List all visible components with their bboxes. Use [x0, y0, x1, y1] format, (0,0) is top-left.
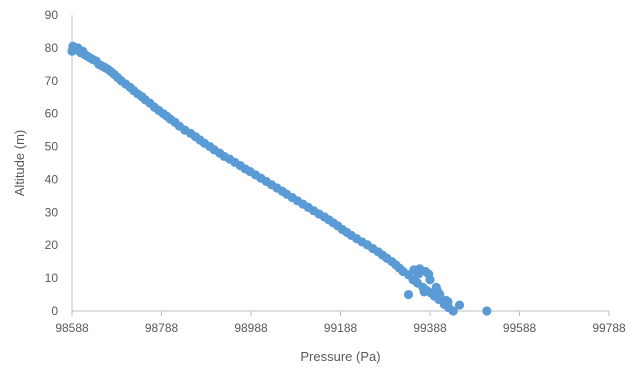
y-tick-label: 90	[45, 8, 59, 22]
x-tick-label: 98788	[145, 321, 179, 335]
y-tick-label: 80	[45, 41, 59, 55]
x-axis: 98588 98788 98988 99188 99388 99588 99788	[55, 310, 626, 335]
x-tick-label: 98988	[234, 321, 268, 335]
y-tick-label: 20	[45, 238, 59, 252]
x-tick-label: 99188	[324, 321, 358, 335]
data-points	[67, 41, 492, 316]
x-tick-label: 99788	[592, 321, 626, 335]
data-point	[448, 306, 458, 316]
x-tick-label: 99588	[503, 321, 537, 335]
y-tick-label: 60	[45, 107, 59, 121]
x-tick-label: 99388	[413, 321, 447, 335]
y-tick-label: 10	[45, 271, 59, 285]
data-point	[454, 300, 465, 310]
x-tick-label: 98588	[55, 321, 89, 335]
data-point	[443, 297, 453, 307]
data-point	[482, 306, 492, 316]
y-axis: 0 10 20 30 40 50 60 70 80 90	[45, 8, 73, 318]
y-tick-label: 30	[45, 205, 59, 219]
data-point	[403, 289, 414, 300]
x-axis-title: Pressure (Pa)	[300, 349, 380, 364]
y-axis-title: Altitude (m)	[12, 130, 27, 196]
y-tick-label: 40	[45, 172, 59, 186]
data-point	[425, 275, 435, 285]
y-tick-label: 50	[45, 140, 59, 154]
data-point	[419, 287, 429, 297]
data-point	[435, 289, 445, 300]
y-tick-label: 0	[51, 304, 58, 318]
y-tick-label: 70	[45, 74, 59, 88]
